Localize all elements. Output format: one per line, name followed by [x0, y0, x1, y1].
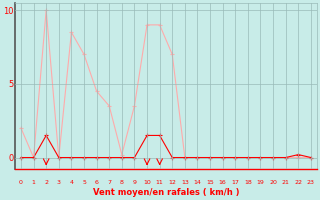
- X-axis label: Vent moyen/en rafales ( km/h ): Vent moyen/en rafales ( km/h ): [93, 188, 239, 197]
